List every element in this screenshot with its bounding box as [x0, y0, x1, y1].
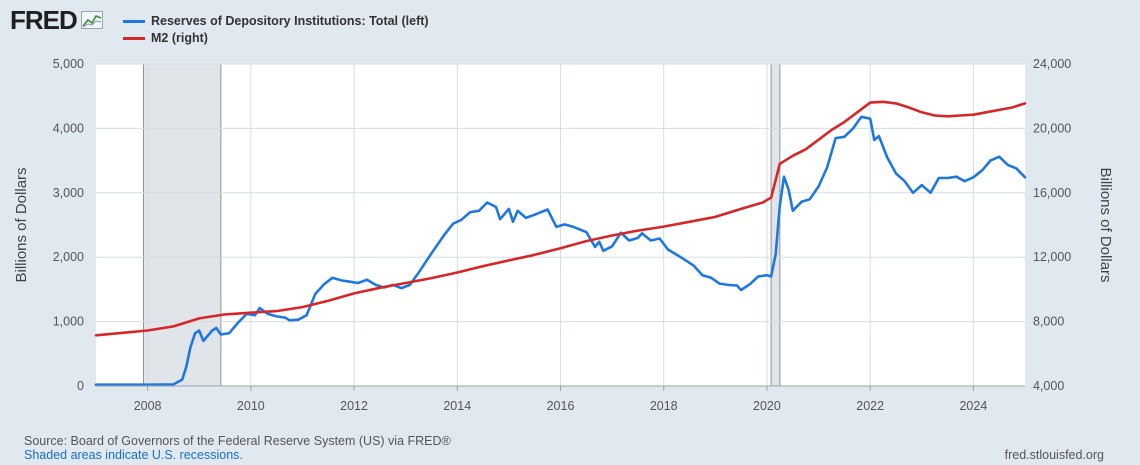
- left-axis-title: Billions of Dollars: [13, 167, 30, 282]
- right-tick-label-2: 12,000: [1033, 250, 1071, 264]
- left-tick-label-2: 2,000: [53, 250, 84, 264]
- x-tick-label-6: 2020: [753, 399, 781, 413]
- legend-label-reserves: Reserves of Depository Institutions: Tot…: [151, 14, 429, 28]
- x-tick-label-2: 2012: [340, 399, 368, 413]
- legend-item-reserves[interactable]: Reserves of Depository Institutions: Tot…: [123, 14, 429, 28]
- left-tick-label-0: 0: [77, 379, 84, 393]
- right-tick-label-4: 20,000: [1033, 121, 1071, 135]
- legend-item-m2[interactable]: M2 (right): [123, 31, 208, 45]
- left-tick-label-3: 3,000: [53, 186, 84, 200]
- fred-logo[interactable]: FRED: [10, 6, 103, 34]
- recession-note-link[interactable]: Shaded areas indicate U.S. recessions.: [24, 448, 243, 462]
- x-tick-label-1: 2010: [237, 399, 265, 413]
- right-axis-title: Billions of Dollars: [1097, 167, 1114, 282]
- fred-url[interactable]: fred.stlouisfed.org: [1004, 448, 1104, 462]
- recession-shading: [142, 64, 781, 386]
- series-layer: [94, 100, 1027, 387]
- right-tick-label-5: 24,000: [1033, 57, 1071, 71]
- chart-header: FRED Reserves of Depository Institutions…: [0, 0, 1140, 52]
- series-line-m2[interactable]: [94, 100, 1027, 337]
- right-tick-label-3: 16,000: [1033, 186, 1071, 200]
- recession-band-1: [771, 64, 780, 386]
- fred-logo-text: FRED: [10, 5, 78, 35]
- legend-swatch-m2: [123, 36, 145, 40]
- left-axis-ticks: 0 1,000 2,000 3,000 4,000 5,000: [53, 57, 84, 393]
- x-tick-label-5: 2018: [650, 399, 678, 413]
- x-tick-label-4: 2016: [547, 399, 575, 413]
- chart-line-icon: [80, 11, 103, 29]
- right-axis-ticks: 4,000 8,000 12,000 16,000 20,000 24,000: [1033, 57, 1071, 393]
- x-tick-label-3: 2014: [443, 399, 471, 413]
- left-tick-label-4: 4,000: [53, 121, 84, 135]
- source-note: Source: Board of Governors of the Federa…: [24, 434, 451, 448]
- x-tick-label-8: 2024: [959, 399, 987, 413]
- left-tick-label-5: 5,000: [53, 57, 84, 71]
- left-tick-label-1: 1,000: [53, 315, 84, 329]
- x-axis-ticks: 2008 2010 2012 2014 2016 2018 2020 2022 2024: [96, 385, 1025, 413]
- legend-label-m2: M2 (right): [151, 31, 208, 45]
- x-tick-label-7: 2022: [856, 399, 884, 413]
- chart: 0 1,000 2,000 3,000 4,000 5,000 4,000 8,000 12,…: [13, 57, 1114, 413]
- right-tick-label-1: 8,000: [1033, 315, 1064, 329]
- legend-swatch-reserves: [123, 19, 145, 23]
- x-tick-label-0: 2008: [134, 399, 162, 413]
- recession-band-0: [143, 64, 221, 386]
- right-tick-label-0: 4,000: [1033, 379, 1064, 393]
